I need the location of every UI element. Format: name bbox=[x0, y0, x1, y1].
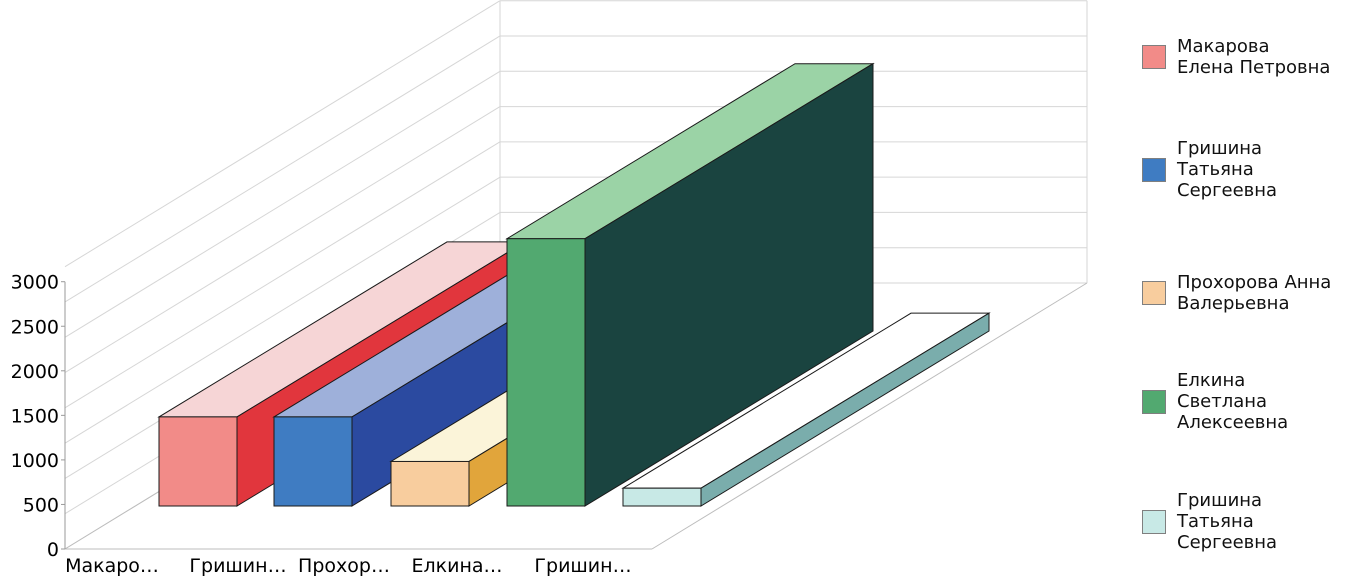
legend-label-line: Сергеевна bbox=[1177, 180, 1278, 201]
legend-label-line: Прохорова Анна bbox=[1177, 272, 1332, 293]
legend-label-line: Гришина bbox=[1177, 490, 1263, 511]
y-tick-label: 1500 bbox=[11, 405, 59, 427]
side-wall-gridline bbox=[64, 0, 501, 268]
x-tick-label: Елкина… bbox=[411, 555, 502, 577]
legend-swatch bbox=[1142, 45, 1166, 69]
y-tick-label: 1000 bbox=[11, 450, 59, 472]
bar-front-face bbox=[622, 487, 702, 507]
legend-item: Гришина Татьяна Сергеевна bbox=[1140, 138, 1277, 201]
legend-label-line: Елена Петровна bbox=[1177, 57, 1331, 78]
bar-front-face bbox=[506, 238, 586, 507]
legend-item: Гришина Татьяна Сергеевна bbox=[1140, 490, 1277, 553]
x-tick-label: Гришин… bbox=[189, 555, 286, 577]
legend-item: Елкина Светлана Алексеевна bbox=[1140, 370, 1288, 433]
legend-label-line: Гришина bbox=[1177, 138, 1263, 159]
legend-label-line: Валерьевна bbox=[1177, 293, 1290, 314]
legend-swatch bbox=[1142, 157, 1166, 182]
y-tick-label: 500 bbox=[23, 494, 59, 516]
x-tick-label: Гришин… bbox=[534, 555, 631, 577]
x-tick-label: Прохор… bbox=[298, 555, 390, 577]
y-axis: 0 500 1000 1500 2000 2500 3000 bbox=[11, 272, 65, 561]
side-wall-gridline bbox=[64, 70, 501, 338]
legend-swatch bbox=[1142, 281, 1166, 305]
bar-front-face bbox=[273, 416, 353, 507]
bar-4 bbox=[505, 62, 875, 507]
legend-label-line: Алексеевна bbox=[1177, 412, 1289, 433]
legend-label-line: Татьяна bbox=[1177, 159, 1254, 180]
side-wall-gridline bbox=[64, 141, 501, 409]
legend-item: Прохорова Анна Валерьевна bbox=[1140, 272, 1331, 314]
floor-edge bbox=[651, 282, 1088, 550]
bar-series bbox=[157, 62, 991, 507]
legend-item: Макарова Елена Петровна bbox=[1140, 36, 1330, 78]
y-tick-label: 3000 bbox=[11, 272, 59, 294]
legend-label-line: Макарова bbox=[1177, 36, 1270, 57]
bar-front-face bbox=[158, 416, 238, 507]
x-tick-label: Макаро… bbox=[65, 555, 159, 577]
x-axis: Макаро… Гришин… Прохор… Елкина… Гришин… bbox=[65, 555, 632, 577]
side-wall-gridline bbox=[64, 106, 501, 373]
legend-label-line: Татьяна bbox=[1177, 511, 1254, 532]
y-tick-label: 2000 bbox=[11, 361, 59, 383]
y-tick-label: 2500 bbox=[11, 316, 59, 338]
legend-label-line: Светлана bbox=[1177, 391, 1268, 412]
side-wall-gridline bbox=[64, 176, 501, 444]
legend-label-line: Елкина bbox=[1177, 370, 1246, 391]
y-tick-label: 0 bbox=[47, 539, 59, 561]
legend-swatch bbox=[1142, 509, 1166, 534]
bar-5 bbox=[621, 312, 991, 507]
legend-swatch bbox=[1142, 389, 1166, 414]
legend-label-line: Сергеевна bbox=[1177, 532, 1278, 553]
bar-front-face bbox=[390, 460, 470, 507]
side-wall-gridline bbox=[64, 35, 501, 303]
